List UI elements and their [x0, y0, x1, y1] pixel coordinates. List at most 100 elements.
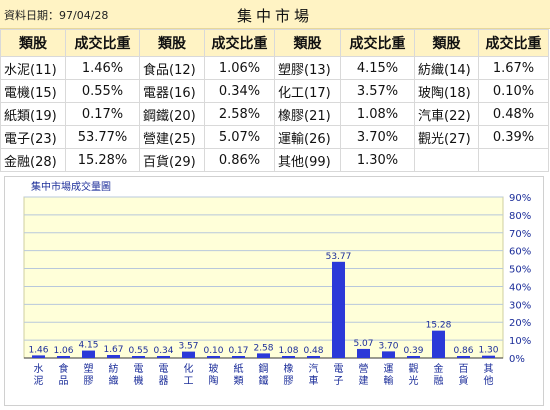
x-tick-label: 玻 [209, 362, 219, 375]
y-tick-label: 60% [509, 247, 531, 258]
bar [282, 356, 295, 358]
bar [207, 356, 220, 358]
sector-name: 化工(17) [274, 79, 341, 103]
bar [382, 351, 395, 358]
bar [107, 355, 120, 358]
sector-name: 水泥(11) [0, 56, 66, 80]
x-tick-label: 營 [359, 362, 369, 375]
sector-name: 電子(23) [0, 125, 66, 149]
bar [432, 330, 445, 358]
data-label: 5.07 [353, 339, 373, 349]
data-date: 資料日期：97/04/28 [4, 9, 109, 22]
sector-share: 1.46% [65, 56, 140, 80]
data-label: 1.67 [103, 345, 123, 355]
x-tick-label: 其 [484, 363, 494, 375]
x-tick-label: 鐵 [259, 374, 269, 387]
x-tick-label: 車 [309, 374, 319, 387]
sector-name: 營建(25) [139, 125, 205, 149]
sector-share: 3.70% [340, 125, 415, 149]
sector-share: 0.48% [478, 102, 549, 126]
data-label: 53.77 [326, 252, 352, 262]
sector-name: 觀光(27) [414, 125, 479, 149]
data-label: 0.34 [153, 346, 173, 356]
data-label: 0.10 [203, 346, 223, 356]
data-label: 0.48 [303, 346, 323, 356]
sector-share: 4.15% [340, 56, 415, 80]
x-tick-label: 貨 [459, 374, 469, 387]
sector-share: 0.55% [65, 79, 140, 103]
x-tick-label: 食 [59, 362, 69, 375]
x-tick-label: 運 [384, 363, 394, 375]
data-label: 1.08 [278, 346, 298, 356]
x-tick-label: 水 [34, 363, 44, 375]
data-label: 1.46 [28, 345, 48, 355]
volume-bar-chart: 集中市場成交量圖 0% 10% 20% 30% 40% 50% 60% 70% 80% 90% 1.4… [23, 180, 531, 387]
sector-share: 0.86% [204, 148, 275, 172]
bar [357, 348, 370, 358]
x-tick-label: 建 [359, 374, 369, 387]
y-tick-label: 40% [509, 282, 531, 293]
x-tick-label: 化 [184, 362, 194, 375]
sector-share: 0.17% [65, 102, 140, 126]
table-row: 電機(15) 0.55% 電器(16) 0.34% 化工(17) 3.57% 玻… [0, 79, 549, 103]
table-row: 水泥(11) 1.46% 食品(12) 1.06% 塑膠(13) 4.15% 紡… [0, 56, 549, 80]
x-tick-label: 陶 [209, 374, 219, 387]
sector-share: 3.57% [340, 79, 415, 103]
header-bar: 資料日期：97/04/28 集中市場 [0, 0, 550, 29]
column-header: 類股 [414, 29, 479, 57]
sector-name: 塑膠(13) [274, 56, 341, 80]
x-tick-label: 輸 [384, 374, 394, 387]
bar [307, 356, 320, 358]
page-title: 集中市場 [236, 7, 313, 25]
sector-share: 2.58% [204, 102, 275, 126]
data-label: 0.86 [453, 346, 473, 356]
sector-name: 鋼鐵(20) [139, 102, 205, 126]
column-header: 成交比重 [478, 29, 549, 57]
sector-share: 0.39% [478, 125, 549, 149]
x-tick-label: 汽 [309, 362, 319, 375]
y-tick-label: 50% [509, 265, 531, 276]
volume-chart-panel: 集中市場成交量圖 0% 10% 20% 30% 40% 50% 60% 70% 80% 90% 1.4… [4, 176, 544, 406]
sector-share: 53.77% [65, 125, 140, 149]
y-tick-label: 0% [509, 354, 525, 365]
x-tick-label: 電 [134, 363, 144, 375]
column-header: 類股 [139, 29, 205, 57]
sector-name: 橡膠(21) [274, 102, 341, 126]
plot-area [23, 196, 504, 359]
x-tick-label: 鋼 [259, 362, 269, 375]
table-row: 金融(28) 15.28% 百貨(29) 0.86% 其他(99) 1.30% [0, 148, 549, 172]
column-header: 成交比重 [340, 29, 415, 57]
x-tick-label: 觀 [409, 363, 419, 375]
chart-title: 集中市場成交量圖 [31, 180, 111, 193]
bar [332, 261, 345, 358]
data-label: 0.17 [228, 346, 248, 356]
sector-name: 食品(12) [139, 56, 205, 80]
data-label: 1.06 [53, 346, 73, 356]
bar [457, 356, 470, 358]
sector-name: 金融(28) [0, 148, 66, 172]
x-tick-label: 子 [334, 375, 344, 387]
bar [82, 350, 95, 358]
sector-name: 電器(16) [139, 79, 205, 103]
sector-name: 玻陶(18) [414, 79, 479, 103]
x-tick-label: 類 [234, 375, 244, 387]
y-tick-label: 80% [509, 211, 531, 222]
sector-share [478, 148, 549, 172]
x-tick-label: 電 [334, 363, 344, 375]
table-row: 電子(23) 53.77% 營建(25) 5.07% 運輸(26) 3.70% … [0, 125, 549, 149]
y-tick-label: 20% [509, 318, 531, 329]
x-tick-label: 金 [434, 362, 444, 375]
sector-share: 5.07% [204, 125, 275, 149]
column-header: 成交比重 [65, 29, 140, 57]
bar [157, 356, 170, 358]
sector-share: 1.08% [340, 102, 415, 126]
column-header: 類股 [0, 29, 66, 57]
x-tick-label: 融 [434, 375, 444, 387]
x-tick-label: 紙 [234, 362, 244, 375]
bar [407, 356, 420, 358]
sector-name: 其他(99) [274, 148, 341, 172]
y-tick-label: 10% [509, 336, 531, 347]
data-label: 3.70 [378, 341, 398, 351]
data-label: 2.58 [253, 343, 273, 353]
sector-name: 電機(15) [0, 79, 66, 103]
